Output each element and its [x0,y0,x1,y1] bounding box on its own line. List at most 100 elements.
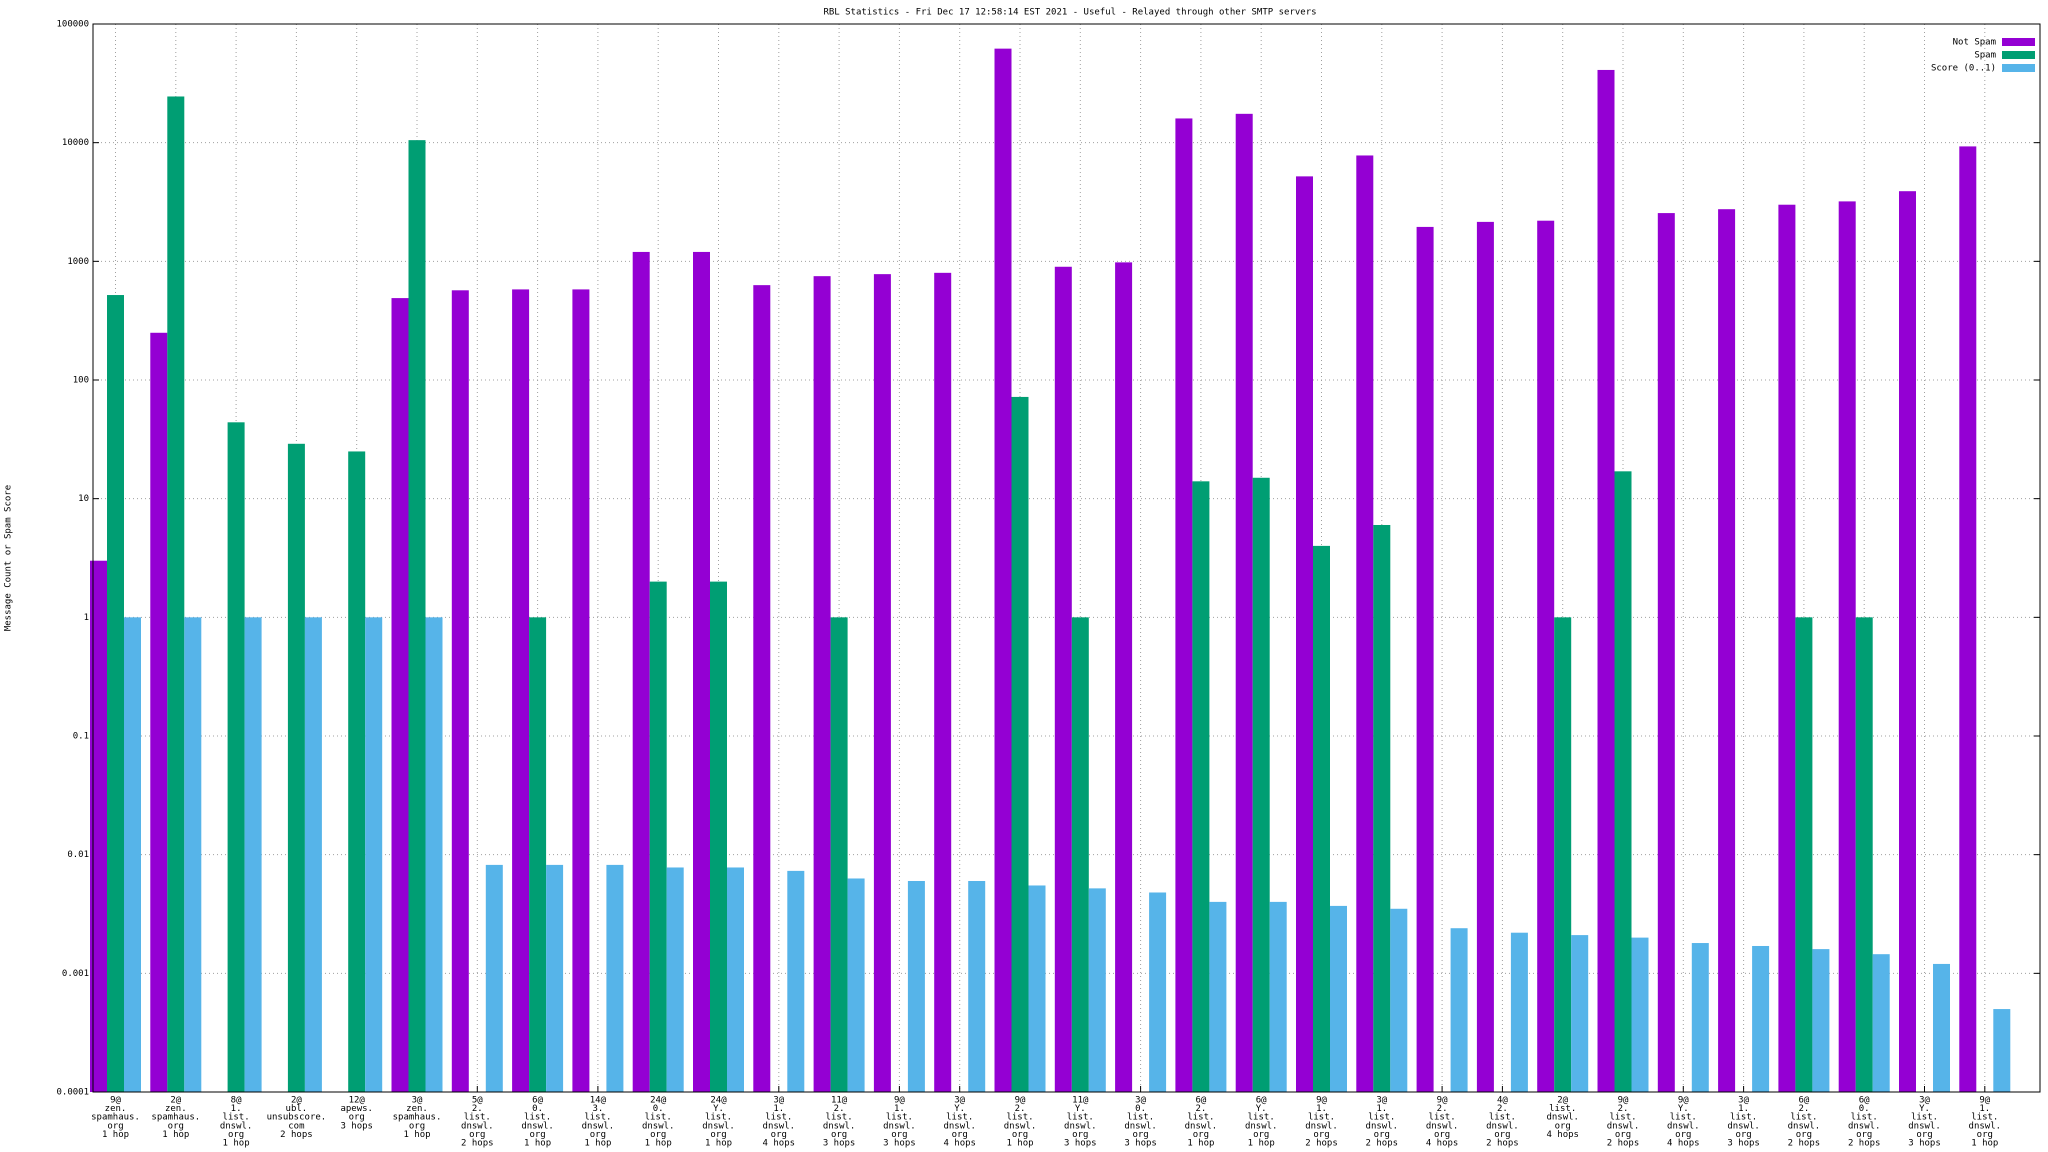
bar [710,581,727,1092]
x-tick-label: org [590,1130,606,1140]
bar [1373,524,1391,1092]
x-tick-label: 2@ [170,1096,181,1106]
bar [1691,943,1709,1092]
x-tick-label: 3. [592,1104,603,1114]
x-tick-label: list. [1006,1113,1033,1123]
x-tick-label: org [1132,1130,1148,1140]
x-tick-label: org [1193,1130,1209,1140]
x-tick-label: 9@ [1316,1096,1327,1106]
x-tick-label: com [288,1121,304,1131]
y-tick-label: 1 [84,613,89,623]
x-tick-label: spamhaus. [151,1113,200,1123]
x-tick-label: 1 hop [584,1139,611,1149]
bar [753,285,771,1093]
bar [1390,908,1408,1092]
bar [184,617,202,1092]
x-tick-label: 2 hops [1848,1139,1881,1149]
bar [1054,266,1072,1093]
bar [1149,892,1167,1092]
x-tick-label: org [891,1130,907,1140]
bar [1209,901,1227,1092]
x-tick-label: dnswl. [1366,1121,1399,1131]
bar [934,272,952,1092]
bar [1235,113,1253,1092]
x-tick-label: unsubscore. [267,1113,327,1123]
x-tick-label: list. [524,1113,551,1123]
x-tick-label: 1. [1979,1104,1990,1114]
bar [1838,201,1856,1093]
x-tick-label: org [168,1121,184,1131]
bar [1657,213,1675,1092]
x-tick-label: list. [1489,1113,1516,1123]
x-tick-label: 2. [1618,1104,1629,1114]
x-tick-label: 1 hop [524,1139,551,1149]
y-axis-label: Message Count or Spam Score [4,485,14,631]
x-tick-label: 2 hops [1305,1139,1338,1149]
x-tick-label: list. [1429,1113,1456,1123]
x-tick-label: list. [886,1113,913,1123]
bar [425,617,443,1092]
x-tick-label: dnswl. [461,1121,494,1131]
bar [1872,954,1890,1092]
x-tick-label: 0. [532,1104,543,1114]
bar [167,96,185,1093]
x-tick-label: 1. [1316,1104,1327,1114]
x-tick-label: org [1916,1130,1932,1140]
bar [847,878,865,1092]
x-tick-label: 1 hop [162,1130,189,1140]
bar [1476,221,1494,1092]
x-tick-label: 9@ [1618,1096,1629,1106]
x-tick-label: apews. [340,1104,373,1114]
x-tick-label: 5@ [472,1096,483,1106]
bar [1175,118,1193,1092]
x-tick-label: org [650,1130,666,1140]
x-tick-label: 9@ [1678,1096,1689,1106]
x-tick-label: dnswl. [220,1121,253,1131]
x-tick-label: 11@ [831,1096,848,1106]
x-tick-label: list. [1308,1113,1335,1123]
x-tick-label: org [1796,1130,1812,1140]
bar [1554,617,1572,1092]
legend-swatch [2002,38,2035,46]
bar [1510,932,1528,1092]
x-tick-label: dnswl. [521,1121,554,1131]
x-tick-label: 3 hops [883,1139,916,1149]
bar [1778,204,1796,1092]
bar [1269,901,1287,1092]
x-tick-label: org [349,1113,365,1123]
x-tick-label: list. [1670,1113,1697,1123]
bar [1192,481,1210,1092]
bar [1752,945,1770,1092]
x-tick-label: 9@ [1979,1096,1990,1106]
bar [1416,226,1434,1092]
bar [485,864,503,1092]
x-tick-label: list. [584,1113,611,1123]
x-tick-label: dnswl. [1727,1121,1760,1131]
y-tick-label: 100000 [56,20,89,30]
x-tick-label: org [1555,1121,1571,1131]
bar [572,289,590,1092]
x-tick-label: 2. [472,1104,483,1114]
legend-swatch [2002,51,2035,59]
bar [512,289,530,1092]
x-tick-label: 0. [653,1104,664,1114]
bar [391,298,409,1092]
x-tick-label: dnswl. [1185,1121,1218,1131]
x-tick-label: list. [1730,1113,1757,1123]
bar [1011,396,1029,1092]
plot-border [92,23,2041,1093]
bar [1959,146,1977,1093]
x-tick-label: 11@ [1072,1096,1089,1106]
x-tick-label: org [1494,1130,1510,1140]
bar [1718,209,1736,1092]
chart-title: RBL Statistics - Fri Dec 17 12:58:14 EST… [823,8,1316,18]
bar [693,251,710,1093]
x-tick-label: list. [946,1113,973,1123]
x-tick-label: 2. [1798,1104,1809,1114]
x-tick-label: 1. [894,1104,905,1114]
x-tick-label: 9@ [1015,1096,1026,1106]
x-tick-label: Y. [1075,1104,1086,1114]
bar [1899,191,1916,1092]
x-tick-label: 6@ [1195,1096,1206,1106]
x-tick-label: list. [1187,1113,1214,1123]
